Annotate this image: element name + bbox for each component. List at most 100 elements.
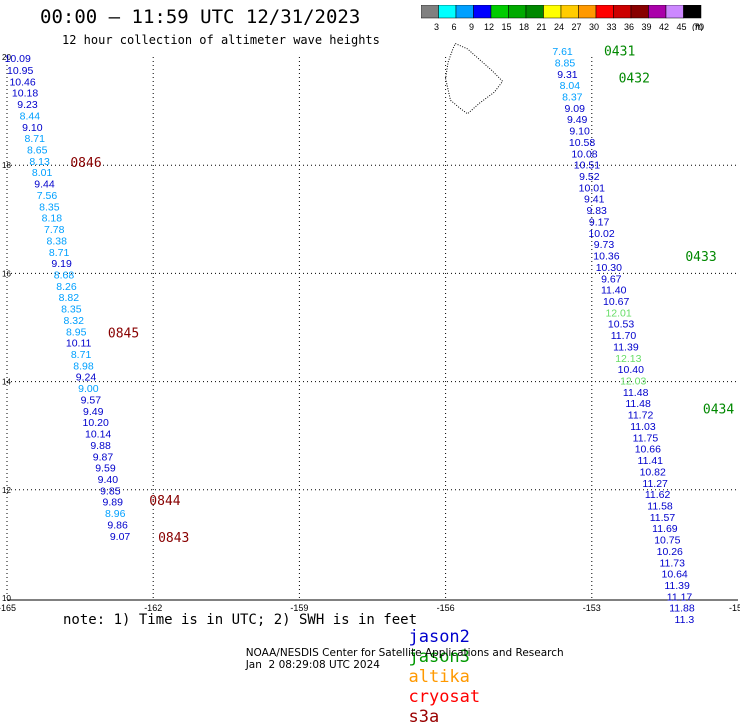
swh-label: 11.48 [623, 387, 649, 399]
swh-label: 8.65 [27, 145, 48, 157]
swh-label: 11.75 [633, 432, 659, 444]
swh-label: 10.01 [579, 182, 605, 194]
y-tick-label: 10 [2, 594, 11, 603]
swh-label: 10.36 [593, 251, 619, 263]
track-west: 10.0910.9510.4610.189.238.449.108.718.65… [5, 53, 190, 546]
swh-label: 9.88 [90, 440, 111, 452]
swh-label: 9.86 [107, 519, 128, 531]
swh-label: 8.71 [49, 247, 70, 259]
swh-label: 11.57 [650, 512, 676, 524]
track-east: 7.618.859.318.048.379.099.499.1010.5810.… [552, 45, 734, 627]
swh-label: 9.89 [103, 497, 124, 509]
swh-label: 8.38 [46, 235, 67, 247]
legend-label: 45 [676, 22, 686, 31]
swh-label: 11.72 [628, 410, 654, 422]
swh-label: 9.41 [584, 194, 605, 206]
swh-label: 10.08 [571, 148, 597, 160]
swh-label: 11.39 [613, 341, 639, 353]
time-label: 0845 [108, 326, 139, 341]
swh-label: 9.40 [98, 474, 119, 486]
legend-label: 70 [694, 22, 704, 31]
swh-label: 8.04 [560, 80, 581, 92]
time-label: 0843 [158, 531, 189, 546]
swh-label: 8.32 [64, 315, 85, 327]
time-label: 0433 [685, 250, 716, 265]
legend-label: 24 [554, 22, 564, 31]
x-tick-label: -162 [144, 603, 162, 613]
swh-label: 12.03 [620, 376, 646, 388]
y-tick-label: 16 [2, 269, 11, 278]
x-tick-label: -165 [0, 603, 16, 613]
swh-label: 10.02 [588, 228, 614, 240]
swh-label: 8.95 [66, 326, 87, 338]
credit-org: NOAA/NESDIS Center for Satellite Applica… [245, 647, 564, 659]
time-label: 0431 [604, 45, 635, 60]
swh-label: 12.13 [615, 353, 641, 365]
legend-label: 6 [451, 22, 456, 31]
swh-label: 11.3 [675, 614, 695, 626]
swh-label: 8.13 [29, 156, 50, 168]
swh-label: 8.68 [54, 269, 75, 281]
swh-label: 10.30 [596, 262, 622, 274]
swh-label: 8.37 [562, 91, 583, 103]
swh-label: 9.10 [569, 126, 590, 138]
x-tick-label: -153 [583, 603, 601, 613]
y-tick-label: 14 [2, 378, 11, 387]
swh-label: 8.71 [25, 133, 46, 145]
swh-label: 7.56 [37, 190, 58, 202]
swh-label: 11.88 [669, 603, 695, 615]
swh-label: 7.61 [552, 46, 573, 58]
legend-label: 36 [624, 22, 634, 31]
credit-timestamp: Jan 2 08:29:08 UTC 2024 [245, 659, 380, 671]
swh-label: 9.23 [17, 99, 38, 111]
swh-label: 10.67 [603, 296, 629, 308]
swh-label: 10.40 [618, 364, 644, 376]
swh-label: 8.96 [105, 508, 126, 520]
time-label: 0434 [703, 403, 734, 418]
swh-label: 10.46 [9, 76, 35, 88]
swh-label: 9.31 [557, 69, 578, 81]
swh-label: 11.69 [652, 523, 678, 535]
swh-label: 8.35 [61, 304, 82, 316]
legend-label: 18 [519, 22, 529, 31]
y-tick-label: 20 [2, 53, 11, 62]
legend-label: 9 [469, 22, 474, 31]
swh-label: 9.07 [110, 531, 131, 543]
legend-label: 39 [641, 22, 651, 31]
swh-label: 8.98 [73, 360, 94, 372]
swh-label: 11.62 [645, 489, 671, 501]
legend-label: 42 [659, 22, 669, 31]
swh-label: 9.44 [34, 179, 55, 191]
swh-label: 10.11 [66, 338, 92, 350]
swh-label: 10.66 [635, 444, 661, 456]
legend-unit: (ft) [692, 22, 703, 31]
swh-label: 10.18 [12, 88, 38, 100]
swh-label: 9.59 [95, 463, 116, 475]
legend-label: 27 [571, 22, 581, 31]
time-label: 0846 [70, 156, 101, 171]
swh-label: 9.52 [579, 171, 600, 183]
swh-label: 10.75 [654, 535, 680, 547]
swh-label: 9.09 [565, 103, 586, 115]
legend-label: 12 [484, 22, 494, 31]
swh-label: 10.14 [85, 429, 111, 441]
swh-label: 10.09 [5, 53, 31, 65]
swh-label: 9.49 [83, 406, 104, 418]
altimeter-map: -165 -162 -159 -156 -153 -150 20 18 16 14 12 10 10.0… [0, 42, 740, 627]
swh-label: 11.73 [659, 557, 685, 569]
legend-label: 15 [501, 22, 511, 31]
x-tick-label: -159 [290, 603, 308, 613]
swh-label: 8.71 [71, 349, 92, 361]
swh-label: 10.20 [83, 417, 109, 429]
swh-label: 11.17 [667, 591, 693, 603]
swh-label: 9.00 [78, 383, 99, 395]
swh-label: 9.83 [586, 205, 607, 217]
swh-label: 8.26 [56, 281, 77, 293]
time-label: 0844 [149, 494, 180, 509]
swh-label: 10.82 [640, 466, 666, 478]
swh-label: 10.58 [569, 137, 595, 149]
swh-label: 9.87 [93, 451, 114, 463]
swh-label: 11.27 [642, 478, 668, 490]
swh-label: 8.35 [39, 201, 60, 213]
chart-note: note: 1) Time is in UTC; 2) SWH is in fe… [63, 612, 418, 628]
